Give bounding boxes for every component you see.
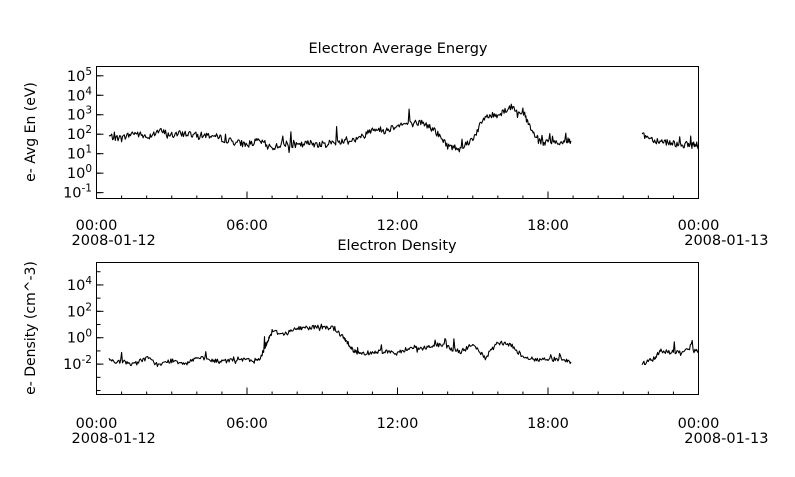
chart-title: Electron Average Energy: [309, 41, 488, 57]
svg-text:104: 104: [67, 275, 92, 294]
y-tick-base: 10: [67, 331, 85, 347]
svg-text:10-1: 10-1: [63, 183, 92, 202]
series-traces: [108, 323, 699, 368]
x-tick-date: 2008-01-13: [684, 233, 768, 249]
x-tick-time: 00:00: [678, 218, 720, 234]
series-line: [108, 103, 572, 154]
y-tick-base: 10: [67, 304, 85, 320]
svg-text:100: 100: [67, 163, 92, 182]
y-tick-label: 10-1: [63, 183, 92, 202]
x-tick-time: 18:00: [527, 416, 569, 432]
panel-density: Electron Density e- Density (cm^-3) 104 …: [23, 238, 769, 447]
y-tick-exponent: 5: [85, 66, 92, 78]
series-line: [108, 323, 572, 368]
series-traces: [108, 103, 700, 154]
y-tick-exponent: 2: [85, 301, 92, 313]
x-axis: 00:00 2008-01-12 06:00 12:00 18:00 00:00…: [72, 218, 769, 249]
x-tick-date: 2008-01-12: [72, 233, 156, 249]
x-tick-time: 00:00: [76, 218, 118, 234]
y-tick-label: 10-2: [63, 354, 92, 373]
y-axis-label: e- Density (cm^-3): [23, 261, 39, 395]
y-tick-exponent: 0: [85, 163, 92, 175]
y-tick-base: 10: [63, 186, 81, 202]
y-tick-exponent: 4: [85, 85, 92, 97]
y-tick-label: 105: [67, 66, 92, 85]
plot-frame: [96, 66, 699, 199]
y-axis: 105 104 103 102 101: [63, 66, 92, 202]
y-tick-label: 104: [67, 85, 92, 104]
x-tick-time: 06:00: [226, 218, 268, 234]
svg-text:101: 101: [67, 144, 92, 163]
x-tick-time: 18:00: [527, 218, 569, 234]
y-tick-exponent: 1: [85, 144, 92, 156]
y-tick-base: 10: [67, 147, 85, 163]
x-tick-time: 06:00: [226, 416, 268, 432]
y-tick-label: 104: [67, 275, 92, 294]
y-tick-label: 101: [67, 144, 92, 163]
y-tick-base: 10: [67, 127, 85, 143]
y-tick-base: 10: [67, 108, 85, 124]
x-tick-time: 00:00: [76, 416, 118, 432]
y-tick-base: 10: [67, 166, 85, 182]
y-tick-label: 100: [67, 163, 92, 182]
y-tick-exponent: 2: [85, 124, 92, 136]
tick-marks: [96, 75, 699, 199]
svg-text:102: 102: [67, 124, 92, 143]
y-tick-exponent: -1: [82, 183, 92, 195]
x-tick-date: 2008-01-13: [684, 431, 768, 447]
y-tick-exponent: 4: [85, 275, 92, 287]
x-tick-time: 12:00: [377, 416, 419, 432]
panel-energy: Electron Average Energy e- Avg En (eV) 1…: [23, 41, 769, 249]
y-tick-exponent: -2: [82, 354, 92, 366]
series-line: [641, 132, 700, 149]
svg-text:100: 100: [67, 328, 92, 347]
svg-text:10-2: 10-2: [63, 354, 92, 373]
series-line: [641, 339, 699, 366]
x-tick-date: 2008-01-12: [72, 431, 156, 447]
y-axis: 104 102 100 10-2: [63, 275, 92, 373]
x-tick-time: 12:00: [377, 218, 419, 234]
y-tick-base: 10: [67, 278, 85, 294]
svg-text:104: 104: [67, 85, 92, 104]
y-tick-label: 102: [67, 124, 92, 143]
x-tick-time: 00:00: [678, 416, 720, 432]
y-axis-label: e- Avg En (eV): [23, 82, 39, 182]
y-tick-label: 100: [67, 328, 92, 347]
svg-text:103: 103: [67, 105, 92, 124]
y-tick-label: 102: [67, 301, 92, 320]
y-tick-base: 10: [67, 69, 85, 85]
tick-marks: [96, 271, 699, 395]
plot-frame: [96, 262, 699, 395]
y-tick-label: 103: [67, 105, 92, 124]
y-tick-base: 10: [67, 88, 85, 104]
y-tick-exponent: 0: [85, 328, 92, 340]
y-tick-exponent: 3: [85, 105, 92, 117]
svg-text:105: 105: [67, 66, 92, 85]
x-axis: 00:00 2008-01-12 06:00 12:00 18:00 00:00…: [72, 416, 769, 447]
y-tick-base: 10: [63, 357, 81, 373]
chart-title: Electron Density: [337, 238, 457, 254]
svg-text:102: 102: [67, 301, 92, 320]
